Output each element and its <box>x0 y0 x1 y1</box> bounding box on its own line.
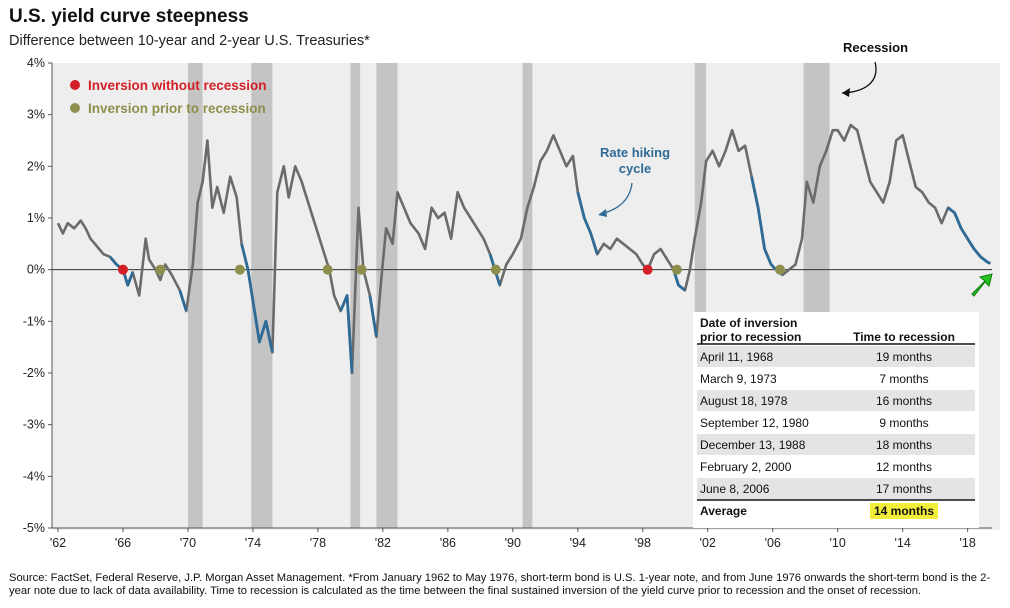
rate-hiking-segment <box>672 269 686 292</box>
x-tick-label: '94 <box>570 536 586 550</box>
x-tick-label: '18 <box>959 536 975 550</box>
x-tick-label: '70 <box>180 536 196 550</box>
table-row-time: 18 months <box>876 438 932 452</box>
rate-hiking-segment <box>240 243 274 353</box>
table-row-shade <box>697 434 975 455</box>
average-highlight <box>870 503 938 519</box>
inversion-marker <box>642 264 653 275</box>
table-row-date: March 9, 1973 <box>700 372 777 386</box>
recession-arrowhead-icon <box>842 88 850 97</box>
table-row-shade <box>697 390 975 411</box>
rate-hiking-segment <box>178 289 188 312</box>
y-tick-label: -2% <box>23 366 45 380</box>
y-tick-label: -3% <box>23 418 45 432</box>
x-tick-label: '06 <box>765 536 781 550</box>
table-row-date: April 11, 1968 <box>700 350 773 364</box>
table-row-date: February 2, 2000 <box>700 460 792 474</box>
inversion-markers <box>117 264 786 275</box>
spread-line-gray <box>56 123 991 375</box>
recession-band <box>376 63 398 528</box>
x-tick-label: '14 <box>895 536 911 550</box>
inversion-marker <box>322 264 333 275</box>
table-row-time: 7 months <box>879 372 928 386</box>
inversion-marker <box>234 264 245 275</box>
inversion-marker <box>490 264 501 275</box>
inversion-table: Date of inversion prior to recession Tim… <box>693 312 979 528</box>
green-arrow-icon <box>971 273 993 297</box>
x-tick-label: '66 <box>115 536 131 550</box>
recession-band <box>694 63 707 528</box>
x-tick-label: '90 <box>505 536 521 550</box>
inversion-marker <box>775 264 786 275</box>
x-tick-label: '86 <box>440 536 456 550</box>
table-row-shade <box>697 478 975 499</box>
table-row-time: 12 months <box>876 460 932 474</box>
chart-title: U.S. yield curve steepness <box>9 6 249 27</box>
y-tick-label: 4% <box>27 56 45 70</box>
table-row-date: December 13, 1988 <box>700 438 806 452</box>
rate-hiking-segment <box>576 191 599 255</box>
recession-label: Recession <box>843 40 908 55</box>
rate-hiking-label-line2: cycle <box>619 161 652 176</box>
x-tick-label: '98 <box>635 536 651 550</box>
y-tick-label: 2% <box>27 159 45 173</box>
table-row-shade <box>697 346 975 367</box>
y-tick-label: 1% <box>27 211 45 225</box>
table-rows: April 11, 1968 19 months March 9, 1973 7 mo… <box>697 346 975 499</box>
table-row-time: 9 months <box>879 416 928 430</box>
rate-hiking-label-line1: Rate hiking <box>600 145 670 160</box>
y-tick-label: 0% <box>27 263 45 277</box>
footnote: Source: FactSet, Federal Reserve, J.P. M… <box>9 572 991 597</box>
rate-hiking-arrowhead-icon <box>598 209 607 217</box>
y-tick-label: -1% <box>23 314 45 328</box>
legend-marker-red <box>70 80 80 90</box>
legend-label-prior-to-recession: Inversion prior to recession <box>88 101 266 116</box>
legend: Inversion without recession Inversion pr… <box>70 78 267 116</box>
x-tick-label: '74 <box>245 536 261 550</box>
y-tick-label: 3% <box>27 108 45 122</box>
table-row-date: August 18, 1978 <box>700 394 788 408</box>
recession-band <box>187 63 203 528</box>
table-row-time: 19 months <box>876 350 932 364</box>
inversion-marker <box>356 264 367 275</box>
y-tick-label: -5% <box>23 521 45 535</box>
y-tick-label: -4% <box>23 469 45 483</box>
recession-band <box>522 63 533 528</box>
table-row-date: June 8, 2006 <box>700 482 770 496</box>
rate-hiking-segment <box>947 206 992 265</box>
table-row-date: September 12, 1980 <box>700 416 809 430</box>
rate-hiking-segment <box>368 295 378 338</box>
table-row-time: 17 months <box>876 482 932 496</box>
table-footer-value: 14 months <box>874 504 934 518</box>
recession-band <box>251 63 273 528</box>
axes: 4% 3% 2% 1% 0% -1% -2% -3% -4% -5% '62 '66 '70 '74 '78… <box>23 56 992 550</box>
x-tick-label: '10 <box>830 536 846 550</box>
table-header-date-line2: prior to recession <box>700 330 801 344</box>
table-header-time: Time to recession <box>853 330 955 344</box>
inversion-marker <box>671 264 682 275</box>
recession-annotation: Recession <box>841 40 908 97</box>
inversion-marker <box>117 264 128 275</box>
legend-marker-olive <box>70 103 80 113</box>
table-footer-label: Average <box>700 504 747 518</box>
chart-subtitle: Difference between 10-year and 2-year U.… <box>9 33 370 49</box>
legend-label-without-recession: Inversion without recession <box>88 78 267 93</box>
rate-hiking-annotation: Rate hiking cycle <box>598 145 670 217</box>
x-tick-label: '78 <box>310 536 326 550</box>
x-tick-label: '62 <box>50 536 66 550</box>
table-row-time: 16 months <box>876 394 932 408</box>
rate-hiking-segment <box>339 294 354 374</box>
inversion-marker <box>155 264 166 275</box>
x-tick-label: '02 <box>700 536 716 550</box>
yield-curve-chart: 4% 3% 2% 1% 0% -1% -2% -3% -4% -5% '62 '66 '70 '74 '78… <box>23 40 1000 550</box>
table-header-date-line1: Date of inversion <box>700 316 797 330</box>
x-tick-label: '82 <box>375 536 391 550</box>
